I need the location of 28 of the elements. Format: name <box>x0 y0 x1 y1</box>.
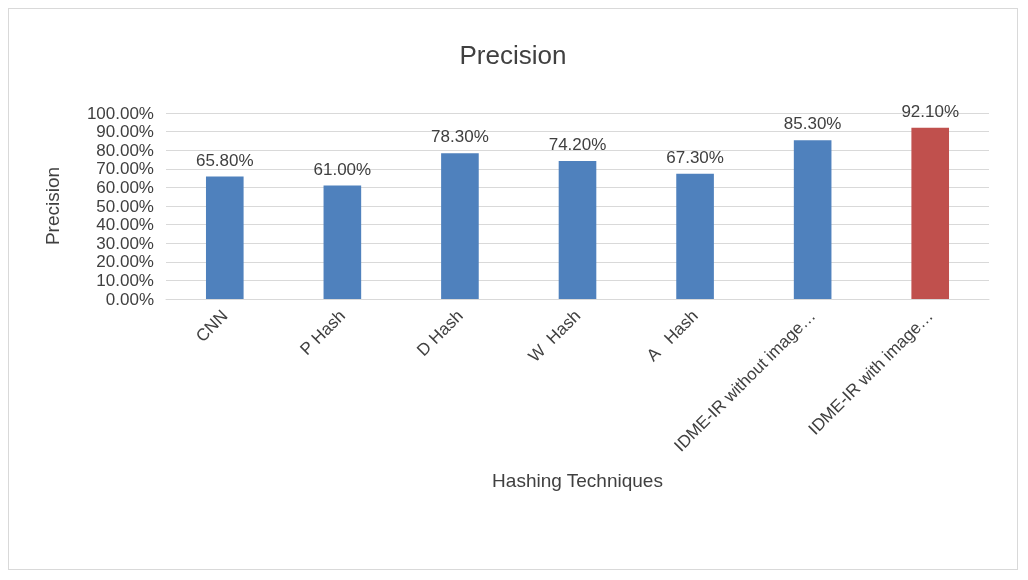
y-tick-label: 40.00% <box>96 215 154 235</box>
bar <box>205 176 244 299</box>
data-label: 67.30% <box>666 147 724 167</box>
y-tick-label: 30.00% <box>96 233 154 253</box>
chart-title: Precision <box>459 40 567 70</box>
y-tick-label: 100.00% <box>86 103 154 123</box>
y-tick-label: 50.00% <box>96 196 154 216</box>
bar <box>323 185 362 299</box>
y-tick-label: 20.00% <box>96 252 154 272</box>
y-tick-label: 90.00% <box>96 122 154 142</box>
data-label: 78.30% <box>431 127 489 147</box>
y-tick-label: 80.00% <box>96 140 154 160</box>
y-tick-label: 70.00% <box>96 159 154 179</box>
data-label: 74.20% <box>548 134 607 154</box>
data-label: 65.80% <box>195 150 254 170</box>
bar <box>676 173 714 299</box>
y-tick-label: 10.00% <box>96 270 154 290</box>
bar <box>911 127 950 299</box>
data-label: 92.10% <box>901 101 960 121</box>
data-label: 85.30% <box>783 114 842 134</box>
y-tick-label: 0.00% <box>105 289 154 309</box>
x-axis-title: Hashing Techniques <box>492 470 663 491</box>
data-label: 61.00% <box>313 159 372 179</box>
bar <box>793 140 832 299</box>
bar <box>558 160 597 299</box>
bar <box>441 153 479 299</box>
y-tick-label: 60.00% <box>96 177 154 197</box>
y-axis-title: Precision <box>42 166 63 246</box>
